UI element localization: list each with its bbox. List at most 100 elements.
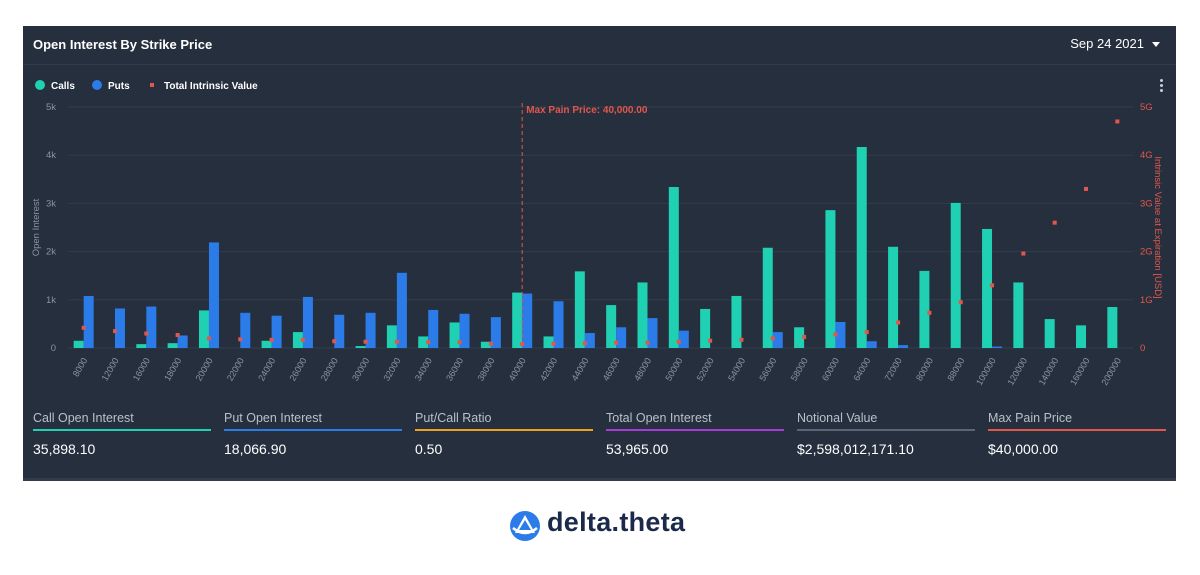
legend-marker <box>150 83 154 87</box>
legend-label: Total Intrinsic Value <box>164 81 258 92</box>
y-tick-label: 3k <box>46 198 56 209</box>
legend-label: Puts <box>108 81 130 92</box>
y2-tick-label: 5G <box>1140 102 1153 113</box>
intrinsic-value-point <box>1115 119 1120 124</box>
intrinsic-value-point <box>676 339 681 344</box>
stat-value: 18,066.90 <box>224 441 287 457</box>
x-tick-label: 50000 <box>663 356 684 383</box>
puts-bar <box>146 306 157 348</box>
calls-bar <box>261 340 272 348</box>
puts-bar <box>240 312 251 348</box>
more-options-icon[interactable] <box>1156 78 1166 94</box>
intrinsic-value-point <box>175 332 180 337</box>
stat-max-pain-price: Max Pain Price $40,000.00 <box>988 411 1166 457</box>
panel-bottom-border <box>23 478 1176 481</box>
calls-bar <box>449 322 460 348</box>
puts-bar <box>772 332 783 348</box>
x-tick-label: 52000 <box>695 356 716 383</box>
x-tick-label: 8000 <box>71 356 90 378</box>
y-tick-label: 0 <box>51 343 56 354</box>
intrinsic-value-point <box>1021 251 1026 256</box>
y-tick-label: 5k <box>46 102 56 113</box>
puts-bar <box>866 341 877 348</box>
stat-underline <box>33 429 211 431</box>
calls-bar <box>292 332 303 348</box>
calls-bar <box>136 344 147 348</box>
puts-bar <box>647 318 658 348</box>
calls-bar <box>73 340 84 348</box>
calls-bar <box>1076 325 1087 348</box>
calls-bar <box>606 305 617 348</box>
x-tick-label: 18000 <box>162 356 183 383</box>
stat-notional-value: Notional Value $2,598,012,171.10 <box>797 411 975 457</box>
stat-value: $40,000.00 <box>988 441 1059 457</box>
puts-bar <box>553 301 564 348</box>
y2-axis-title: Intrinsic Value at Expiration [USD] <box>1152 156 1163 298</box>
stat-label: Call Open Interest <box>33 411 134 425</box>
intrinsic-value-point <box>394 339 399 344</box>
x-tick-label: 16000 <box>131 356 152 383</box>
date-selector-label: Sep 24 2021 <box>1070 36 1144 51</box>
stat-underline <box>797 429 975 431</box>
x-tick-label: 46000 <box>601 356 622 383</box>
y-tick-label: 1k <box>46 295 56 306</box>
x-tick-label: 88000 <box>945 356 966 383</box>
puts-bar <box>302 296 313 348</box>
puts-bar <box>584 333 595 348</box>
stat-underline <box>988 429 1166 431</box>
intrinsic-value-point <box>864 330 869 335</box>
y2-tick-label: 0 <box>1140 343 1145 354</box>
stat-underline <box>224 429 402 431</box>
x-tick-label: 80000 <box>914 356 935 383</box>
stat-put-open-interest: Put Open Interest 18,066.90 <box>224 411 402 457</box>
y-tick-label: 2k <box>46 247 56 258</box>
calls-bar <box>480 341 491 348</box>
stats-row: Call Open Interest 35,898.10 Put Open In… <box>23 398 1176 481</box>
puts-bar <box>616 327 627 348</box>
stat-value: 53,965.00 <box>606 441 669 457</box>
y-tick-label: 4k <box>46 150 56 161</box>
x-tick-label: 34000 <box>413 356 434 383</box>
stat-underline <box>606 429 784 431</box>
calls-bar <box>888 246 899 348</box>
calls-bar <box>700 308 711 348</box>
intrinsic-value-point <box>426 340 431 345</box>
calls-bar <box>198 310 209 348</box>
stat-value: $2,598,012,171.10 <box>797 441 914 457</box>
calls-bar <box>418 336 429 348</box>
x-tick-label: 120000 <box>1005 356 1029 387</box>
puts-bar <box>271 315 282 348</box>
intrinsic-value-point <box>614 340 619 345</box>
calls-bar <box>825 210 836 348</box>
intrinsic-value-point <box>300 337 305 342</box>
x-tick-label: 140000 <box>1037 356 1061 387</box>
calls-bar <box>950 202 961 348</box>
y2-tick-label: 2G <box>1140 247 1153 258</box>
calls-bar <box>794 327 805 348</box>
x-tick-label: 38000 <box>475 356 496 383</box>
calls-bar <box>386 325 397 348</box>
calls-bar <box>512 292 523 348</box>
x-tick-label: 42000 <box>538 356 559 383</box>
y2-tick-label: 3G <box>1140 198 1153 209</box>
stat-underline <box>415 429 593 431</box>
calls-bar <box>762 247 773 348</box>
caret-down-icon <box>1152 42 1160 48</box>
puts-bar <box>428 309 439 348</box>
x-tick-label: 72000 <box>883 356 904 383</box>
intrinsic-value-point <box>708 338 713 343</box>
puts-bar <box>522 293 533 348</box>
calls-bar <box>574 271 585 348</box>
intrinsic-value-point <box>238 337 243 342</box>
intrinsic-value-point <box>645 340 650 345</box>
intrinsic-value-point <box>802 334 807 339</box>
chart-panel: Open Interest By Strike Price Sep 24 202… <box>23 26 1176 481</box>
puts-bar <box>177 335 188 348</box>
calls-bar <box>1107 307 1118 348</box>
x-tick-label: 200000 <box>1099 356 1123 387</box>
y2-tick-label: 4G <box>1140 150 1153 161</box>
y2-tick-label: 1G <box>1140 295 1153 306</box>
date-selector[interactable]: Sep 24 2021 <box>1070 36 1160 51</box>
calls-bar <box>731 295 742 348</box>
intrinsic-value-point <box>833 332 838 337</box>
